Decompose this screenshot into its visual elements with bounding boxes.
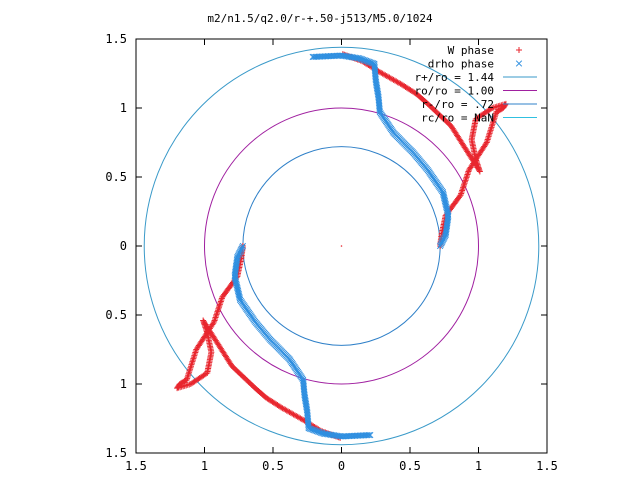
data-marker [482,140,489,147]
x-tick-label: 1.5 [125,459,147,473]
data-marker [194,345,201,352]
y-tick-label: 0.5 [105,170,127,184]
x-tick-label: 1.5 [536,459,558,473]
data-marker [309,53,316,61]
legend-label: W phase [448,44,494,57]
chart-title: m2/n1.5/q2.0/r-+.50-j513/M5.0/1024 [207,12,433,25]
x-tick-label: 0.5 [262,459,284,473]
axes: 1.5 1 0.5 0 0.5 1 1.51.510.500.511.5 [105,32,558,473]
data-marker [220,292,227,299]
data-marker [456,193,463,200]
data-series [174,51,509,441]
y-tick-label: 1.5 [105,32,127,46]
y-tick-label: 1 [120,101,127,115]
y-tick-label: 0.5 [105,308,127,322]
circle-r-ro [143,46,540,446]
legend-label: r-/ro = .72 [421,98,494,111]
series-w-phase [174,51,509,441]
x-tick-label: 0 [338,459,345,473]
legend-marker [515,60,523,67]
circle-ro-ro [204,107,479,385]
series-drho-phase [231,52,452,440]
x-tick-label: 1 [475,459,482,473]
y-tick-label: 0 [120,239,127,253]
x-tick-label: 0.5 [399,459,421,473]
legend-label: r+/ro = 1.44 [415,71,495,84]
legend-label: rc/ro = NaN [421,112,494,125]
origin-point [340,245,343,247]
data-marker [367,431,374,439]
data-marker [365,431,372,439]
legend-label: drho phase [428,58,494,71]
x-tick-label: 1 [201,459,208,473]
legend-marker [516,47,522,53]
data-marker [311,53,318,61]
y-tick-label: 1 [120,377,127,391]
legend-label: ro/ro = 1.00 [415,85,494,98]
y-tick-label: 1.5 [105,446,127,460]
